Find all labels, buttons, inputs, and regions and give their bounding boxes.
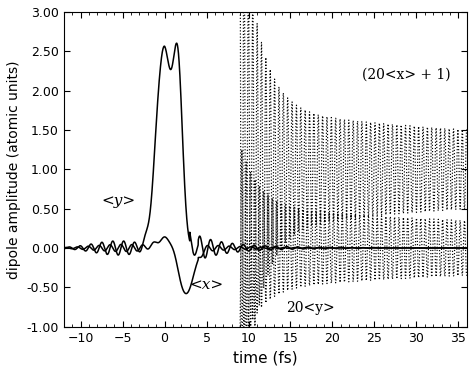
Text: (20<x> + 1): (20<x> + 1)	[362, 68, 450, 82]
X-axis label: time (fs): time (fs)	[233, 350, 298, 365]
Y-axis label: dipole amplitude (atomic units): dipole amplitude (atomic units)	[7, 60, 21, 279]
Text: <x>: <x>	[190, 278, 224, 292]
Text: 20<y>: 20<y>	[286, 301, 335, 315]
Text: <y>: <y>	[101, 194, 136, 208]
